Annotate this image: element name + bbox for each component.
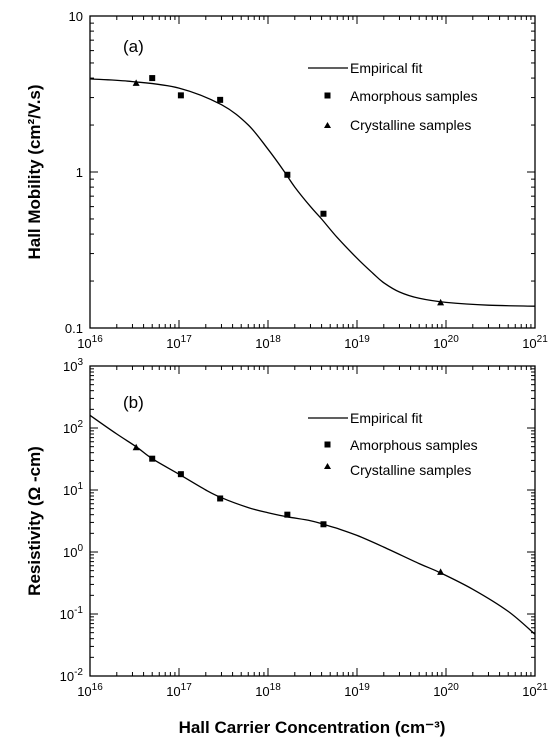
plot-frame	[89, 365, 536, 677]
panel-b: 1016 1017 1018 1019 1020 1021 10-2 10-1 100 101 1…	[25, 357, 548, 737]
legend-label: Crystalline samples	[350, 462, 471, 478]
x-tick-label: 1021	[522, 334, 548, 351]
y-axis-title: Hall Mobility (cm²/V.s)	[25, 84, 44, 259]
legend-label: Amorphous samples	[350, 437, 478, 453]
legend-square-swatch	[324, 441, 331, 448]
crystalline-sample-point	[132, 79, 140, 86]
x-tick-label: 1017	[166, 334, 192, 351]
amorphous-sample-point	[217, 495, 224, 502]
x-tick-label: 1020	[433, 334, 459, 351]
y-tick-label: 10	[69, 9, 83, 24]
amorphous-sample-point	[177, 92, 184, 99]
legend-label: Amorphous samples	[350, 88, 478, 104]
legend-label: Empirical fit	[350, 410, 422, 426]
amorphous-sample-point	[320, 210, 327, 217]
amorphous-sample-point	[284, 511, 291, 518]
legend-triangle-swatch	[324, 122, 331, 128]
y-tick-label: 1	[76, 165, 83, 180]
y-tick-label: 103	[63, 357, 83, 374]
y-tick-label: 10-2	[60, 667, 84, 684]
y-tick-label: 10-1	[60, 605, 84, 622]
panel-label: (b)	[123, 393, 144, 412]
y-tick-label: 0.1	[65, 321, 83, 336]
amorphous-sample-point	[149, 75, 156, 82]
x-tick-label: 1018	[255, 682, 281, 699]
legend-label: Crystalline samples	[350, 117, 471, 133]
x-tick-label: 1016	[77, 334, 103, 351]
y-tick-label: 100	[63, 543, 83, 560]
x-tick-label: 1016	[77, 682, 103, 699]
x-tick-label: 1017	[166, 682, 192, 699]
panel-label: (a)	[123, 37, 144, 56]
y-tick-label: 102	[63, 419, 83, 436]
x-axis-title: Hall Carrier Concentration (cm⁻³)	[179, 718, 446, 737]
plot-frame	[89, 15, 536, 329]
legend-square-swatch	[324, 92, 331, 99]
x-tick-label: 1018	[255, 334, 281, 351]
x-tick-label: 1019	[344, 334, 370, 351]
amorphous-sample-point	[149, 455, 156, 462]
y-tick-label: 101	[63, 481, 83, 498]
amorphous-sample-point	[177, 471, 184, 478]
empirical-fit-line	[89, 78, 536, 307]
legend-label: Empirical fit	[350, 60, 422, 76]
x-tick-label: 1020	[433, 682, 459, 699]
amorphous-sample-point	[284, 171, 291, 178]
amorphous-sample-point	[217, 96, 224, 103]
panel-a: 1016 1017 1018 1019 1020 1021 0.1 1 10 (a) Empi…	[25, 9, 548, 351]
legend: Empirical fit Amorphous samples Crystall…	[308, 410, 478, 478]
x-tick-label: 1021	[522, 682, 548, 699]
y-axis-title: Resistivity (Ω -cm)	[25, 446, 44, 596]
crystalline-sample-point	[132, 443, 140, 451]
crystalline-sample-point	[437, 568, 445, 575]
legend: Empirical fit Amorphous samples Crystall…	[308, 60, 478, 133]
crystalline-sample-point	[437, 298, 445, 306]
legend-triangle-swatch	[324, 463, 331, 469]
amorphous-sample-point	[320, 521, 327, 528]
x-tick-label: 1019	[344, 682, 370, 699]
